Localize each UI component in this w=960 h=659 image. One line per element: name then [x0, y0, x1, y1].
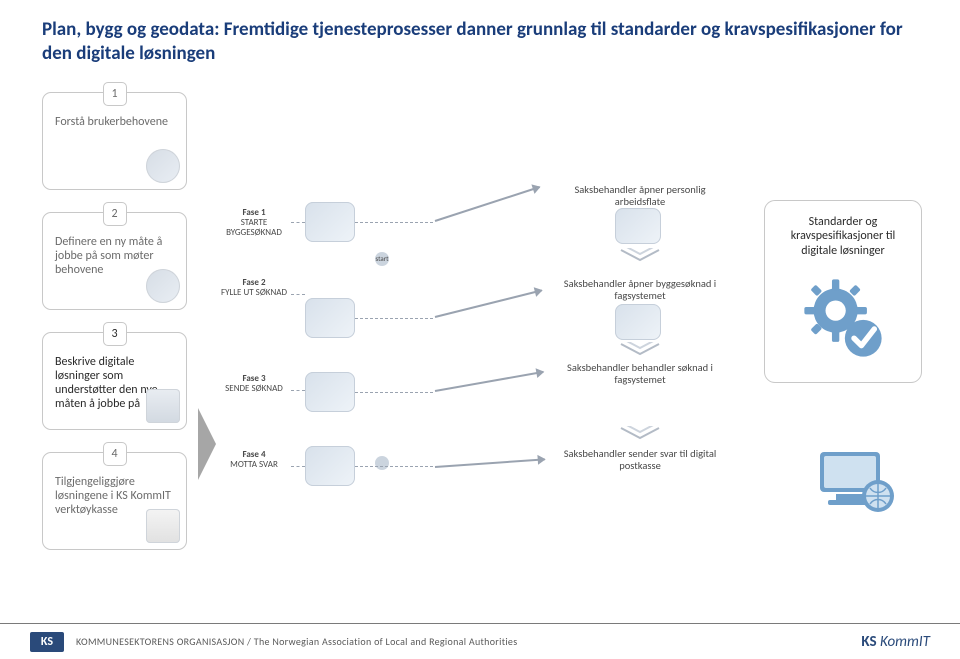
- chevron-down-icon: [619, 426, 661, 440]
- arrow-icon: [435, 289, 542, 318]
- dashed-connector: [355, 392, 433, 393]
- footer-bar: KS KOMMUNESEKTORENS ORGANISASJON / The N…: [0, 623, 960, 659]
- arrow-icon: [435, 458, 545, 468]
- start-dot: start: [375, 252, 389, 266]
- chevron-down-icon: [619, 248, 661, 262]
- step-card-3: 3 Beskrive digitale løsninger som unders…: [42, 332, 187, 430]
- actor-label: Saksbehandler åpner personlig arbeidsfla…: [555, 184, 725, 208]
- arrow-icon: [435, 371, 544, 392]
- flow-node-icon: [305, 446, 355, 486]
- actor-label: Saksbehandler åpner byggesøknad i fagsys…: [555, 278, 725, 302]
- dashed-connector: [291, 222, 305, 223]
- phase-label-3: Fase 3 SENDE SØKNAD: [215, 374, 293, 394]
- standards-title: Standarder og kravspesifikasjoner til di…: [777, 215, 909, 258]
- phase-text: MOTTA SVAR: [215, 460, 293, 470]
- step-label: Beskrive digitale løsninger som understø…: [55, 355, 158, 411]
- phase-text: FYLLE UT SØKNAD: [215, 288, 293, 298]
- ks-logo-icon: KS: [30, 632, 64, 652]
- computer-icon: [814, 448, 898, 516]
- step-thumb-icon: [146, 269, 180, 303]
- step-number: 3: [103, 322, 127, 346]
- flow-node-icon: [305, 202, 355, 242]
- gear-check-icon: [797, 272, 889, 364]
- actor-label: Saksbehandler sender svar til digital po…: [555, 448, 725, 472]
- footer-org-en: The Norwegian Association of Local and R…: [254, 635, 518, 648]
- step-card-2: 2 Definere en ny måte å jobbe på som møt…: [42, 212, 187, 310]
- footer-org: KOMMUNESEKTORENS ORGANISASJON: [76, 635, 244, 648]
- dashed-connector: [291, 466, 305, 467]
- dashed-connector: [355, 222, 433, 223]
- step-label: Forstå brukerbehovene: [55, 115, 168, 129]
- phase-label-1: Fase 1 STARTE BYGGESØKNAD: [215, 208, 293, 238]
- actor-label: Saksbehandler behandler søknad i fagsyst…: [555, 362, 725, 386]
- phase-label-2: Fase 2 FYLLE UT SØKNAD: [215, 278, 293, 298]
- phase-text: SENDE SØKNAD: [215, 384, 293, 394]
- phase-text: STARTE BYGGESØKNAD: [215, 218, 293, 238]
- footer-sep: /: [247, 635, 254, 648]
- arrow-icon: [435, 186, 540, 222]
- step-label: Definere en ny måte å jobbe på som møter…: [55, 235, 162, 277]
- step-thumb-icon: [146, 149, 180, 183]
- slide-page: Plan, bygg og geodata: Fremtidige tjenes…: [0, 0, 960, 659]
- flow-dot: [375, 456, 389, 470]
- flow-node-icon: [305, 372, 355, 412]
- step-number: 4: [103, 442, 127, 466]
- footer-text: KOMMUNESEKTORENS ORGANISASJON / The Norw…: [76, 635, 517, 648]
- step-card-1: 1 Forstå brukerbehovene: [42, 92, 187, 190]
- dashed-connector: [291, 294, 305, 295]
- footer-brand-sub: KommIT: [880, 633, 930, 651]
- dashed-connector: [355, 318, 433, 319]
- dashed-connector: [355, 466, 433, 467]
- flow-node-icon: [615, 304, 661, 340]
- step-thumb-icon: [146, 389, 180, 423]
- step-thumb-icon: [146, 509, 180, 543]
- standards-card: Standarder og kravspesifikasjoner til di…: [764, 200, 922, 383]
- footer-brand-ks: KS: [861, 633, 876, 651]
- step-card-4: 4 Tilgjengeliggjøre løsningene i KS Komm…: [42, 452, 187, 550]
- flow-node-icon: [615, 208, 661, 244]
- step-number: 1: [103, 82, 127, 106]
- flow-node-icon: [305, 298, 355, 338]
- dashed-connector: [291, 390, 305, 391]
- process-flow: Fase 1 STARTE BYGGESØKNAD Fase 2 FYLLE U…: [205, 200, 725, 540]
- page-title: Plan, bygg og geodata: Fremtidige tjenes…: [42, 18, 918, 66]
- chevron-down-icon: [619, 342, 661, 356]
- steps-column: 1 Forstå brukerbehovene 2 Definere en ny…: [42, 92, 187, 572]
- step-number: 2: [103, 202, 127, 226]
- footer-brand: KS KommIT: [861, 633, 930, 651]
- phase-label-4: Fase 4 MOTTA SVAR: [215, 450, 293, 470]
